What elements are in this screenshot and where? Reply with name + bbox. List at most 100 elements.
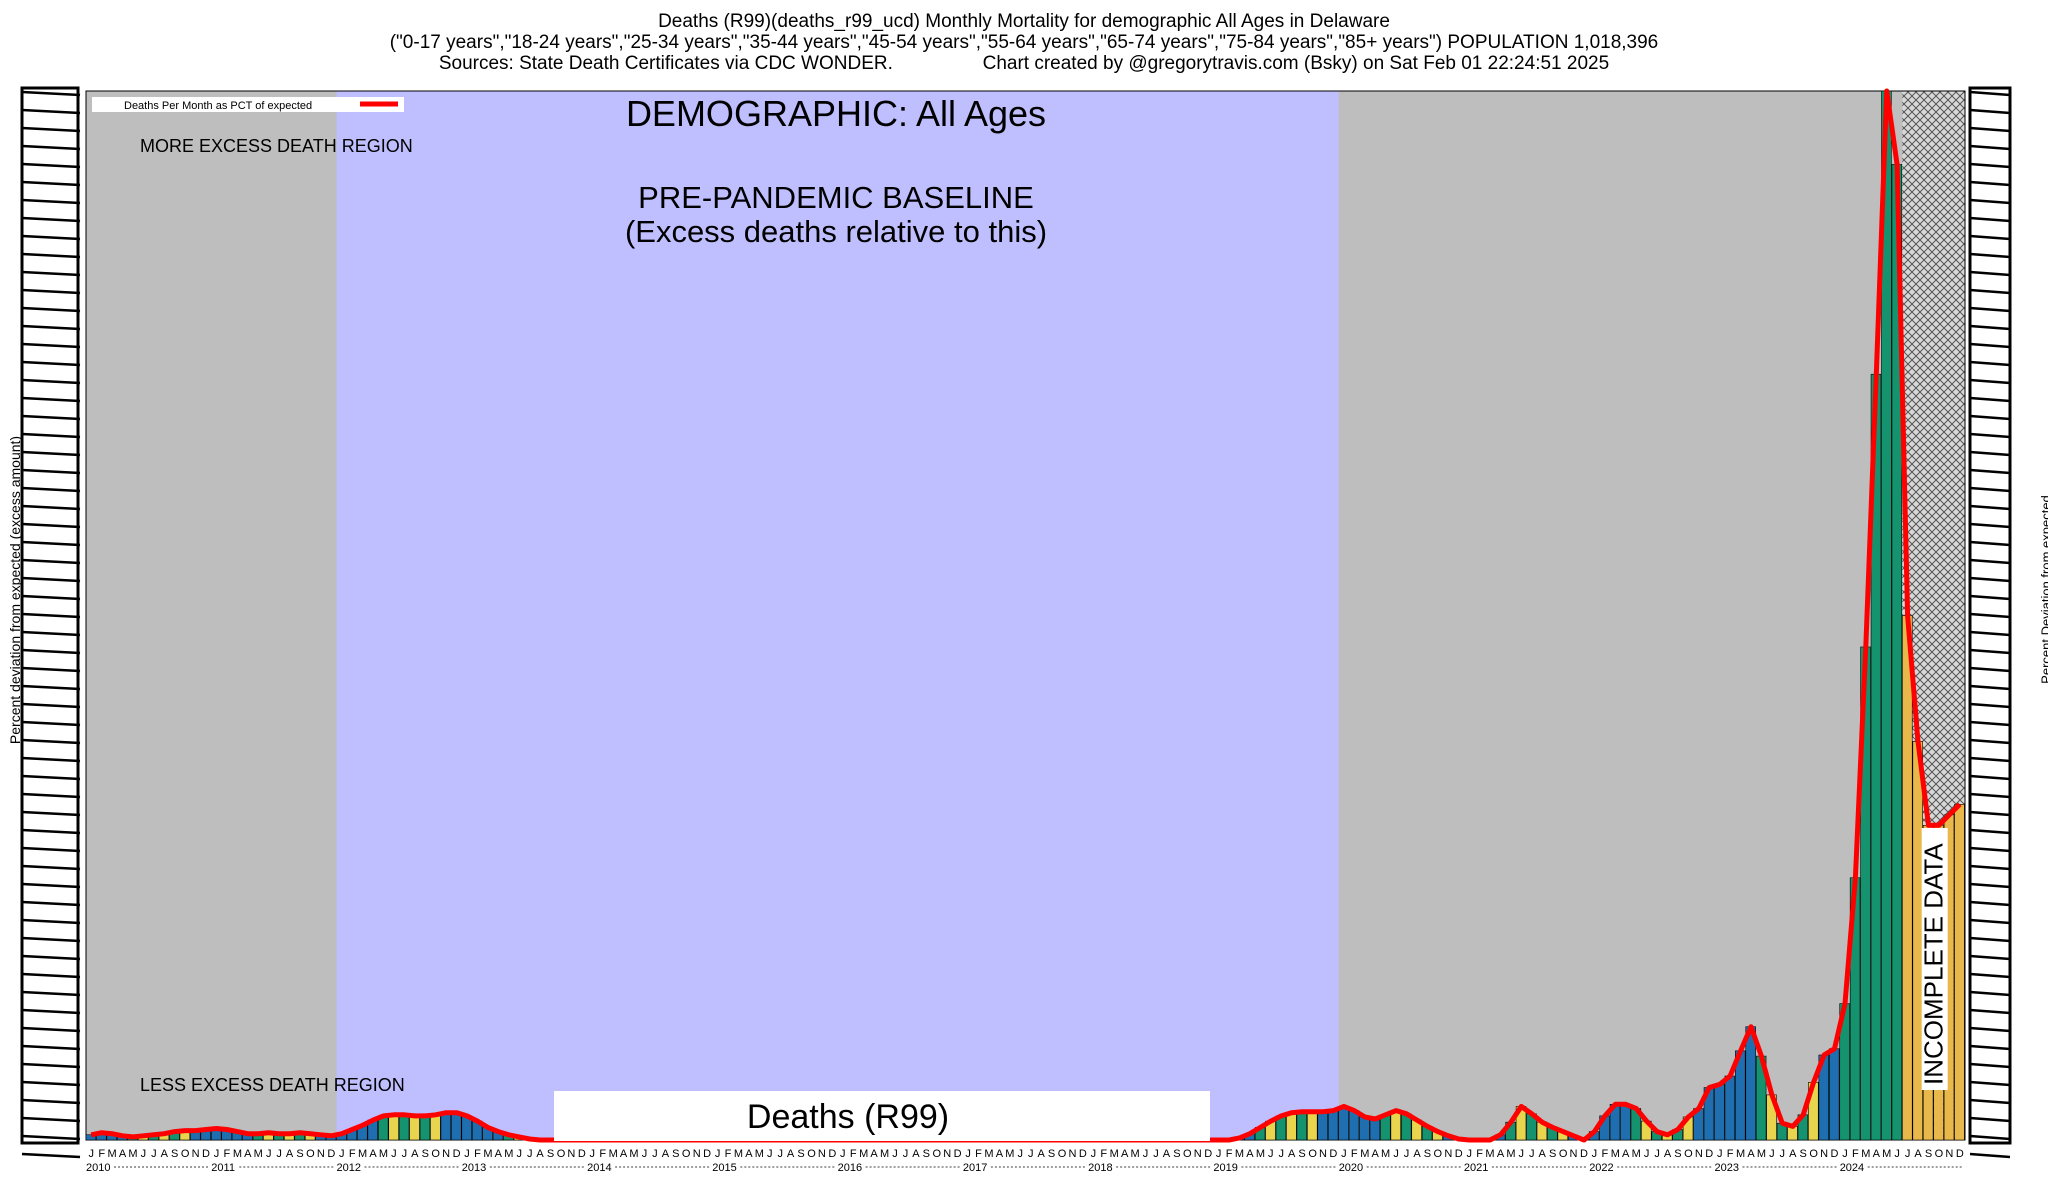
month-tick: F <box>975 1148 982 1160</box>
incomplete-label-box <box>1921 828 1948 1090</box>
chart-title-line-2: ("0-17 years","18-24 years","25-34 years… <box>389 32 1659 53</box>
bar-30 <box>398 1114 410 1141</box>
baseline-label: PRE-PANDEMIC BASELINE <box>638 180 1034 215</box>
month-tick: O <box>557 1148 566 1160</box>
month-tick: M <box>880 1148 889 1160</box>
month-tick: J <box>402 1148 408 1160</box>
y-axis-label-left: Percent deviation from expected (excess … <box>7 435 23 745</box>
month-tick: N <box>943 1148 951 1160</box>
month-tick: J <box>1216 1148 1222 1160</box>
month-tick: J <box>1894 1148 1900 1160</box>
month-tick: N <box>192 1148 200 1160</box>
month-tick: J <box>1905 1148 1911 1160</box>
month-tick: N <box>1945 1148 1953 1160</box>
month-tick: A <box>1873 1148 1881 1160</box>
month-tick: D <box>202 1148 210 1160</box>
month-tick: N <box>442 1148 450 1160</box>
month-tick: S <box>672 1148 679 1160</box>
month-tick: J <box>777 1148 783 1160</box>
year-label-2023: 2023 <box>1715 1162 1739 1174</box>
bar-33 <box>430 1114 441 1141</box>
bar-118 <box>1317 1111 1328 1141</box>
more-excess-label: MORE EXCESS DEATH REGION <box>140 136 413 156</box>
month-tick: J <box>151 1148 157 1160</box>
month-tick: M <box>1360 1148 1369 1160</box>
month-tick: N <box>317 1148 325 1160</box>
month-tick: N <box>1570 1148 1578 1160</box>
month-tick: A <box>1789 1148 1797 1160</box>
month-tick: N <box>1194 1148 1202 1160</box>
month-tick: A <box>1372 1148 1380 1160</box>
month-tick: N <box>1319 1148 1327 1160</box>
month-tick: D <box>1956 1148 1964 1160</box>
bar-167 <box>1828 1048 1840 1141</box>
month-tick: M <box>483 1148 492 1160</box>
month-tick: J <box>1404 1148 1410 1160</box>
month-tick: A <box>1747 1148 1755 1160</box>
baseline-region <box>336 91 1339 1140</box>
month-tick: J <box>1780 1148 1786 1160</box>
month-tick: J <box>1654 1148 1660 1160</box>
month-tick: O <box>682 1148 691 1160</box>
bar-157 <box>1724 1075 1736 1141</box>
month-tick: J <box>1091 1148 1097 1160</box>
month-tick: M <box>1736 1148 1745 1160</box>
month-tick: A <box>662 1148 670 1160</box>
chart-title-line-3: Sources: State Death Certificates via CD… <box>438 53 1610 74</box>
region-layer <box>20 86 2012 1159</box>
month-tick: N <box>693 1148 701 1160</box>
month-tick: A <box>787 1148 795 1160</box>
month-tick: F <box>224 1148 231 1160</box>
bar-120 <box>1338 1106 1349 1141</box>
bar-156 <box>1714 1084 1725 1141</box>
month-tick: J <box>642 1148 648 1160</box>
month-tick: J <box>266 1148 272 1160</box>
bar-125 <box>1390 1110 1401 1141</box>
month-tick: J <box>1466 1148 1472 1160</box>
month-tick: O <box>807 1148 816 1160</box>
month-tick: A <box>620 1148 628 1160</box>
month-tick: M <box>358 1148 367 1160</box>
month-tick: J <box>1153 1148 1159 1160</box>
month-tick: F <box>98 1148 105 1160</box>
month-tick: A <box>912 1148 920 1160</box>
month-tick: D <box>1204 1148 1212 1160</box>
month-tick: J <box>1028 1148 1034 1160</box>
month-tick: M <box>504 1148 513 1160</box>
month-tick: F <box>1226 1148 1233 1160</box>
year-label-2014: 2014 <box>587 1162 611 1174</box>
year-label-2011: 2011 <box>211 1162 235 1174</box>
month-tick: M <box>629 1148 638 1160</box>
bars-layer <box>85 90 1965 1141</box>
month-tick: D <box>828 1148 836 1160</box>
month-tick: M <box>1256 1148 1265 1160</box>
month-tick: S <box>1173 1148 1180 1160</box>
month-tick: S <box>296 1148 303 1160</box>
month-tick: J <box>1268 1148 1274 1160</box>
month-tick: J <box>1592 1148 1598 1160</box>
year-label-2022: 2022 <box>1589 1162 1613 1174</box>
bar-115 <box>1286 1112 1297 1141</box>
month-tick: J <box>1018 1148 1024 1160</box>
month-tick: S <box>1925 1148 1932 1160</box>
month-tick: A <box>119 1148 127 1160</box>
month-tick: A <box>870 1148 878 1160</box>
month-tick: O <box>1809 1148 1818 1160</box>
month-tick: F <box>474 1148 481 1160</box>
legend-label: Deaths Per Month as PCT of expected <box>124 100 312 112</box>
month-tick: O <box>933 1148 942 1160</box>
year-label-2019: 2019 <box>1213 1162 1237 1174</box>
month-tick: A <box>286 1148 294 1160</box>
month-tick: J <box>464 1148 470 1160</box>
month-tick: J <box>516 1148 522 1160</box>
month-tick: A <box>1121 1148 1129 1160</box>
month-tick: M <box>734 1148 743 1160</box>
month-tick: M <box>1381 1148 1390 1160</box>
year-label-2016: 2016 <box>838 1162 862 1174</box>
month-tick: O <box>1434 1148 1443 1160</box>
bar-123 <box>1369 1118 1381 1141</box>
month-tick: S <box>1424 1148 1431 1160</box>
month-tick: S <box>1800 1148 1807 1160</box>
month-tick: N <box>1069 1148 1077 1160</box>
